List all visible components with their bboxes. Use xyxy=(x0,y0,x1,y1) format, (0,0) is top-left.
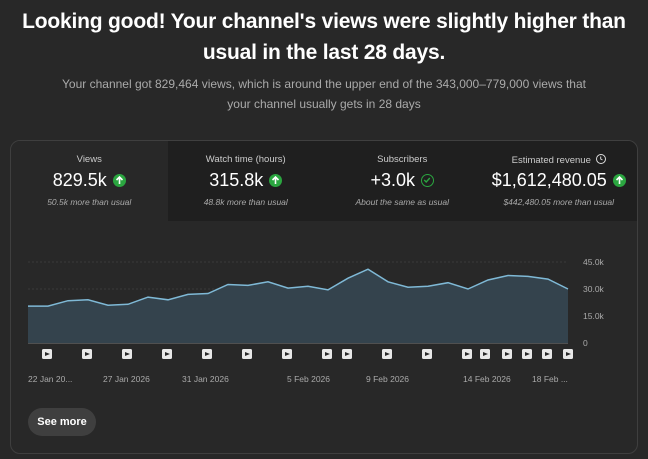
metric-value: 315.8k xyxy=(209,170,264,190)
video-marker-icon[interactable] xyxy=(342,349,352,359)
metric-value: +3.0k xyxy=(370,170,416,190)
x-tick-label: 18 Feb ... xyxy=(532,374,568,384)
video-marker-icon[interactable] xyxy=(563,349,573,359)
video-marker-icon[interactable] xyxy=(282,349,292,359)
metric-label: Subscribers xyxy=(377,154,428,165)
metric-note: $442,480.05 more than usual xyxy=(503,197,615,207)
metric-views[interactable]: Views 829.5k 50.5k more than usual xyxy=(11,141,168,221)
metric-label: Views xyxy=(76,154,102,165)
video-marker-icon[interactable] xyxy=(502,349,512,359)
views-chart: 45.0k 30.0k 15.0k 0 22 Jan 20... 27 Jan 2026… xyxy=(28,257,605,384)
up-arrow-icon xyxy=(612,174,626,187)
x-tick-label: 14 Feb 2026 xyxy=(463,374,511,384)
clock-icon xyxy=(595,154,606,164)
metric-note: 50.5k more than usual xyxy=(47,197,132,207)
video-marker-icon[interactable] xyxy=(522,349,532,359)
metric-subscribers[interactable]: Subscribers +3.0k About the same as usua… xyxy=(324,141,481,221)
page-headline: Looking good! Your channel's views were … xyxy=(22,10,626,64)
video-marker-icon[interactable] xyxy=(542,349,552,359)
metric-note: About the same as usual xyxy=(355,197,450,207)
video-marker-icon[interactable] xyxy=(462,349,472,359)
video-marker-icon[interactable] xyxy=(202,349,212,359)
x-tick-label: 9 Feb 2026 xyxy=(366,374,409,384)
metric-value: 829.5k xyxy=(52,170,107,190)
video-marker-icon[interactable] xyxy=(82,349,92,359)
analytics-card: 45.0k 30.0k 15.0k 0 22 Jan 20... 27 Jan 2026… xyxy=(10,140,638,454)
page-subtext: Your channel got 829,464 views, which is… xyxy=(62,77,586,111)
x-tick-label: 31 Jan 2026 xyxy=(182,374,229,384)
video-marker-icon[interactable] xyxy=(322,349,332,359)
video-marker-icon[interactable] xyxy=(242,349,252,359)
video-marker-icon[interactable] xyxy=(480,349,490,359)
y-tick-label: 15.0k xyxy=(583,311,605,321)
video-marker-icon[interactable] xyxy=(162,349,172,359)
video-marker-icon[interactable] xyxy=(122,349,132,359)
chart-area xyxy=(28,269,568,343)
up-arrow-icon xyxy=(112,174,126,187)
x-tick-label: 22 Jan 20... xyxy=(28,374,72,384)
metric-label: Watch time (hours) xyxy=(205,154,286,165)
y-tick-label: 30.0k xyxy=(583,284,605,294)
video-marker-icon[interactable] xyxy=(42,349,52,359)
metric-estimated-revenue[interactable]: Estimated revenue $1,612,480.05 $442,480… xyxy=(480,141,637,221)
video-marker-icon[interactable] xyxy=(382,349,392,359)
up-arrow-icon xyxy=(269,174,283,187)
check-circle-icon xyxy=(421,174,435,187)
metric-label: Estimated revenue xyxy=(511,155,591,166)
metrics-row: Views 829.5k 50.5k more than usual Watch… xyxy=(11,141,637,221)
chart-line xyxy=(28,268,569,307)
video-marker-icon[interactable] xyxy=(422,349,432,359)
see-more-button[interactable]: See more xyxy=(28,408,96,436)
x-tick-label: 27 Jan 2026 xyxy=(103,374,150,384)
metric-note: 48.8k more than usual xyxy=(203,197,288,207)
metric-watch-time[interactable]: Watch time (hours) 315.8k 48.8k more tha… xyxy=(167,141,324,221)
y-tick-label: 0 xyxy=(583,338,588,348)
metric-value: $1,612,480.05 xyxy=(491,170,607,190)
y-tick-label: 45.0k xyxy=(583,257,605,267)
x-tick-label: 5 Feb 2026 xyxy=(287,374,330,384)
